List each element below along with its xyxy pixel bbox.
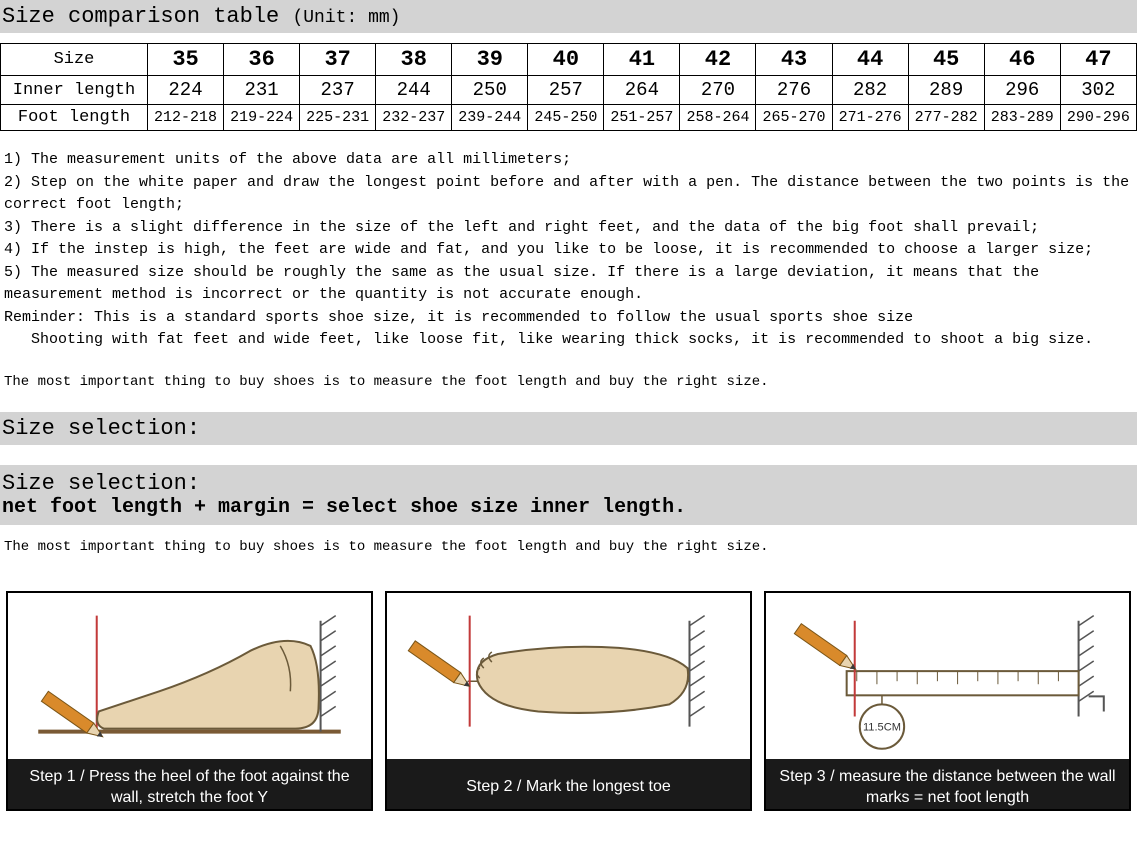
table-cell: 42: [680, 44, 756, 76]
notes-block: 1) The measurement units of the above da…: [0, 131, 1137, 370]
table-cell: 225-231: [300, 105, 376, 131]
table-row: Inner length2242312372442502572642702762…: [1, 76, 1137, 105]
important-note-1: The most important thing to buy shoes is…: [0, 370, 1137, 408]
table-cell: 282: [832, 76, 908, 105]
formula-line1: Size selection:: [2, 471, 1135, 496]
step-caption-1: Step 1 / Press the heel of the foot agai…: [8, 759, 371, 811]
table-row: Foot length212-218219-224225-231232-2372…: [1, 105, 1137, 131]
note-line: Reminder: This is a standard sports shoe…: [4, 307, 1133, 330]
table-cell: 258-264: [680, 105, 756, 131]
table-cell: 36: [224, 44, 300, 76]
note-line: 4) If the instep is high, the feet are w…: [4, 239, 1133, 262]
table-cell: 290-296: [1060, 105, 1136, 131]
table-cell: 257: [528, 76, 604, 105]
table-cell: 46: [984, 44, 1060, 76]
table-cell: 265-270: [756, 105, 832, 131]
table-cell: 219-224: [224, 105, 300, 131]
table-cell: 296: [984, 76, 1060, 105]
table-cell: 47: [1060, 44, 1136, 76]
table-cell: 302: [1060, 76, 1136, 105]
table-cell: 44: [832, 44, 908, 76]
step-caption-3: Step 3 / measure the distance between th…: [766, 759, 1129, 811]
table-cell: 239-244: [452, 105, 528, 131]
row-label: Size: [1, 44, 148, 76]
formula-block: Size selection: net foot length + margin…: [0, 465, 1137, 525]
important-note-2: The most important thing to buy shoes is…: [0, 525, 1137, 573]
row-label: Foot length: [1, 105, 148, 131]
steps-row: Step 1 / Press the heel of the foot agai…: [0, 585, 1137, 817]
table-cell: 276: [756, 76, 832, 105]
note-line: Shooting with fat feet and wide feet, li…: [4, 329, 1133, 352]
table-cell: 231: [224, 76, 300, 105]
table-cell: 232-237: [376, 105, 452, 131]
note-line: 2) Step on the white paper and draw the …: [4, 172, 1133, 217]
step-card-2: Step 2 / Mark the longest toe: [385, 591, 752, 811]
table-cell: 35: [147, 44, 223, 76]
step-illustration-1: [8, 593, 371, 759]
table-cell: 237: [300, 76, 376, 105]
header-unit: (Unit: mm): [292, 8, 400, 28]
table-cell: 244: [376, 76, 452, 105]
table-cell: 41: [604, 44, 680, 76]
table-cell: 283-289: [984, 105, 1060, 131]
step-illustration-2: [387, 593, 750, 759]
header-title: Size comparison table: [2, 4, 279, 29]
table-cell: 212-218: [147, 105, 223, 131]
section-header-size-selection: Size selection:: [0, 412, 1137, 445]
table-cell: 250: [452, 76, 528, 105]
table-cell: 289: [908, 76, 984, 105]
table-cell: 277-282: [908, 105, 984, 131]
header-bar: Size comparison table (Unit: mm): [0, 0, 1137, 33]
table-cell: 39: [452, 44, 528, 76]
table-cell: 37: [300, 44, 376, 76]
table-cell: 270: [680, 76, 756, 105]
step-card-3: 11.5CM Step 3 / measure the distance bet…: [764, 591, 1131, 811]
step-card-1: Step 1 / Press the heel of the foot agai…: [6, 591, 373, 811]
note-line: 3) There is a slight difference in the s…: [4, 217, 1133, 240]
table-cell: 224: [147, 76, 223, 105]
table-cell: 264: [604, 76, 680, 105]
step-illustration-3: 11.5CM: [766, 593, 1129, 759]
ruler-label: 11.5CM: [863, 721, 901, 733]
table-cell: 251-257: [604, 105, 680, 131]
step-caption-2: Step 2 / Mark the longest toe: [387, 759, 750, 811]
row-label: Inner length: [1, 76, 148, 105]
table-row: Size35363738394041424344454647: [1, 44, 1137, 76]
table-cell: 245-250: [528, 105, 604, 131]
formula-line2: net foot length + margin = select shoe s…: [2, 496, 1135, 519]
table-cell: 43: [756, 44, 832, 76]
note-line: 5) The measured size should be roughly t…: [4, 262, 1133, 307]
table-cell: 45: [908, 44, 984, 76]
table-cell: 40: [528, 44, 604, 76]
size-comparison-table: Size35363738394041424344454647Inner leng…: [0, 43, 1137, 131]
table-cell: 271-276: [832, 105, 908, 131]
note-line: 1) The measurement units of the above da…: [4, 149, 1133, 172]
table-cell: 38: [376, 44, 452, 76]
